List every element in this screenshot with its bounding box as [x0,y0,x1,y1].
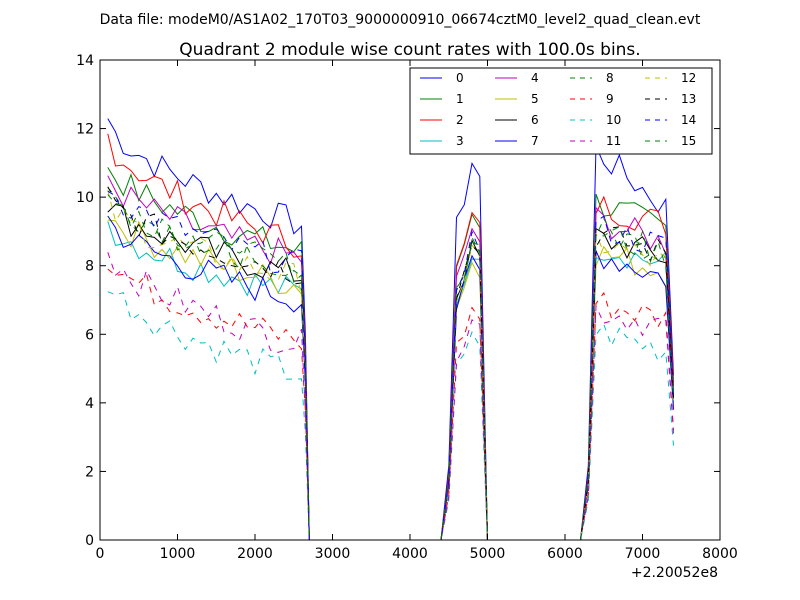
x-tick-label: 4000 [392,546,428,562]
series-line-5 [107,219,674,541]
series-line-0 [107,118,674,541]
chart-suptitle: Data file: modeM0/AS1A02_170T03_90000009… [100,12,701,28]
legend-label-9: 9 [606,92,614,106]
legend-label-7: 7 [531,134,539,148]
legend-label-2: 2 [456,113,464,127]
legend-label-0: 0 [456,71,464,85]
y-tick-label: 10 [76,190,94,206]
series-layer [107,118,674,541]
chart-title: Quadrant 2 module wise count rates with … [179,40,640,60]
series-line-6 [107,203,674,541]
legend-label-10: 10 [606,113,621,127]
x-tick-label: 0 [96,546,105,562]
x-tick-label: 3000 [315,546,351,562]
ticks-layer: 0 1000 2000 3000 4000 5000 6000 7000 80000246810… [76,53,738,562]
x-tick-label: 5000 [470,546,506,562]
x-tick-label: 2000 [237,546,273,562]
y-tick-label: 8 [85,259,94,275]
series-line-14 [107,190,674,541]
series-line-11 [107,252,674,541]
y-tick-label: 14 [76,53,94,69]
legend-label-11: 11 [606,134,621,148]
legend-label-3: 3 [456,134,464,148]
x-tick-label: 6000 [547,546,583,562]
legend-box [409,67,713,155]
legend-label-12: 12 [681,71,696,85]
series-line-9 [107,268,674,541]
plot-frame [99,59,721,541]
legend-label-13: 13 [681,92,696,106]
series-line-10 [107,291,674,541]
legend-label-1: 1 [456,92,464,106]
legend-label-6: 6 [531,113,539,127]
series-line-1 [107,167,674,541]
legend-label-4: 4 [531,71,539,85]
x-tick-label: 7000 [625,546,661,562]
y-tick-label: 6 [85,327,94,343]
legend-label-15: 15 [681,134,696,148]
x-tick-label: 8000 [702,546,738,562]
series-line-13 [107,186,674,541]
y-tick-label: 0 [85,533,94,549]
x-tick-label: 1000 [160,546,196,562]
series-line-7 [107,215,674,541]
y-tick-label: 2 [85,464,94,480]
series-line-3 [107,221,674,541]
y-tick-label: 12 [76,122,94,138]
legend-label-8: 8 [606,71,614,85]
x-offset-label: +2.20052e8 [631,565,718,581]
series-line-15 [107,194,674,541]
legend-label-5: 5 [531,92,539,106]
legend-label-14: 14 [681,113,696,127]
series-line-8 [107,187,674,541]
y-tick-label: 4 [85,396,94,412]
